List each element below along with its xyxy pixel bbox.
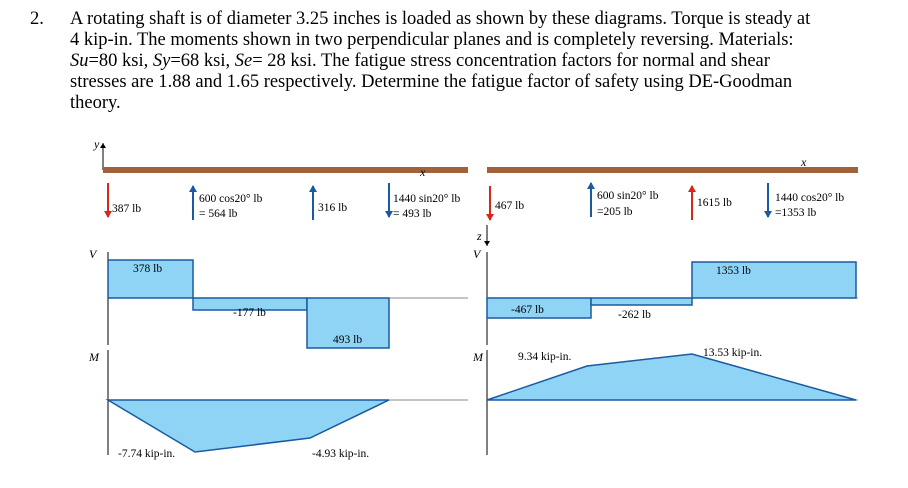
moment-area bbox=[486, 353, 857, 401]
shear-label: 493 lb bbox=[333, 334, 362, 346]
moment-area bbox=[105, 399, 390, 453]
problem-line: theory. bbox=[70, 93, 121, 113]
symbol: Sy bbox=[153, 51, 171, 71]
shear-area bbox=[691, 261, 857, 299]
symbol: Se bbox=[235, 51, 252, 71]
force-label: 316 lb bbox=[318, 202, 347, 214]
shear-area bbox=[107, 259, 194, 299]
moment-label: 13.53 kip-in. bbox=[703, 347, 762, 359]
shear-area bbox=[486, 297, 592, 319]
symbol: Su bbox=[70, 51, 89, 71]
problem-number: 2. bbox=[30, 9, 44, 29]
axis-label: x bbox=[800, 155, 807, 169]
force-label: 1440 sin20° lb bbox=[393, 193, 460, 205]
axis-label: M bbox=[88, 350, 100, 364]
moment-label: -4.93 kip-in. bbox=[312, 448, 369, 460]
shear-label: -467 lb bbox=[511, 304, 544, 316]
beam bbox=[487, 167, 858, 173]
problem-line: A rotating shaft is of diameter 3.25 inc… bbox=[70, 9, 811, 29]
axis-label: V bbox=[89, 247, 98, 261]
axis-label: z bbox=[476, 229, 482, 243]
problem-line: 4 kip-in. The moments shown in two perpe… bbox=[70, 30, 794, 50]
axis-label: M bbox=[472, 350, 484, 364]
shear-area bbox=[590, 297, 693, 306]
moment-label: -7.74 kip-in. bbox=[118, 448, 175, 460]
force-label: =205 lb bbox=[597, 206, 633, 218]
force-label: 1615 lb bbox=[697, 197, 732, 209]
right-diagram: z x 467 lb 600 sin20° lb =205 lb 1615 lb… bbox=[472, 155, 858, 455]
text: = 28 ksi. The fatigue stress concentrati… bbox=[252, 51, 770, 71]
force-label: = 493 lb bbox=[393, 208, 432, 220]
axis-label: V bbox=[473, 247, 482, 261]
force-label: 467 lb bbox=[495, 200, 524, 212]
force-label: 387 lb bbox=[112, 203, 141, 215]
shear-label: 1353 lb bbox=[716, 265, 751, 277]
problem-line: Su=80 ksi, Sy=68 ksi, Se= 28 ksi. The fa… bbox=[70, 51, 770, 71]
shear-area bbox=[306, 297, 390, 349]
shear-label: -262 lb bbox=[618, 309, 651, 321]
force-label: = 564 lb bbox=[199, 208, 238, 220]
text: =68 ksi, bbox=[170, 51, 234, 71]
force-label: 1440 cos20° lb bbox=[775, 192, 844, 204]
left-diagram: y x 387 lb 600 cos20° lb = 564 lb 316 lb… bbox=[88, 137, 468, 460]
beam bbox=[103, 167, 468, 173]
text: =80 ksi, bbox=[89, 51, 153, 71]
problem-line: stresses are 1.88 and 1.65 respectively.… bbox=[70, 72, 792, 92]
axis-label: y bbox=[93, 137, 100, 151]
axis-label: x bbox=[419, 165, 426, 179]
force-label: 600 cos20° lb bbox=[199, 193, 263, 205]
force-label: 600 sin20° lb bbox=[597, 190, 659, 202]
shear-label: -177 lb bbox=[233, 307, 266, 319]
force-label: =1353 lb bbox=[775, 207, 817, 219]
shear-label: 378 lb bbox=[133, 263, 162, 275]
moment-label: 9.34 kip-in. bbox=[518, 351, 571, 363]
